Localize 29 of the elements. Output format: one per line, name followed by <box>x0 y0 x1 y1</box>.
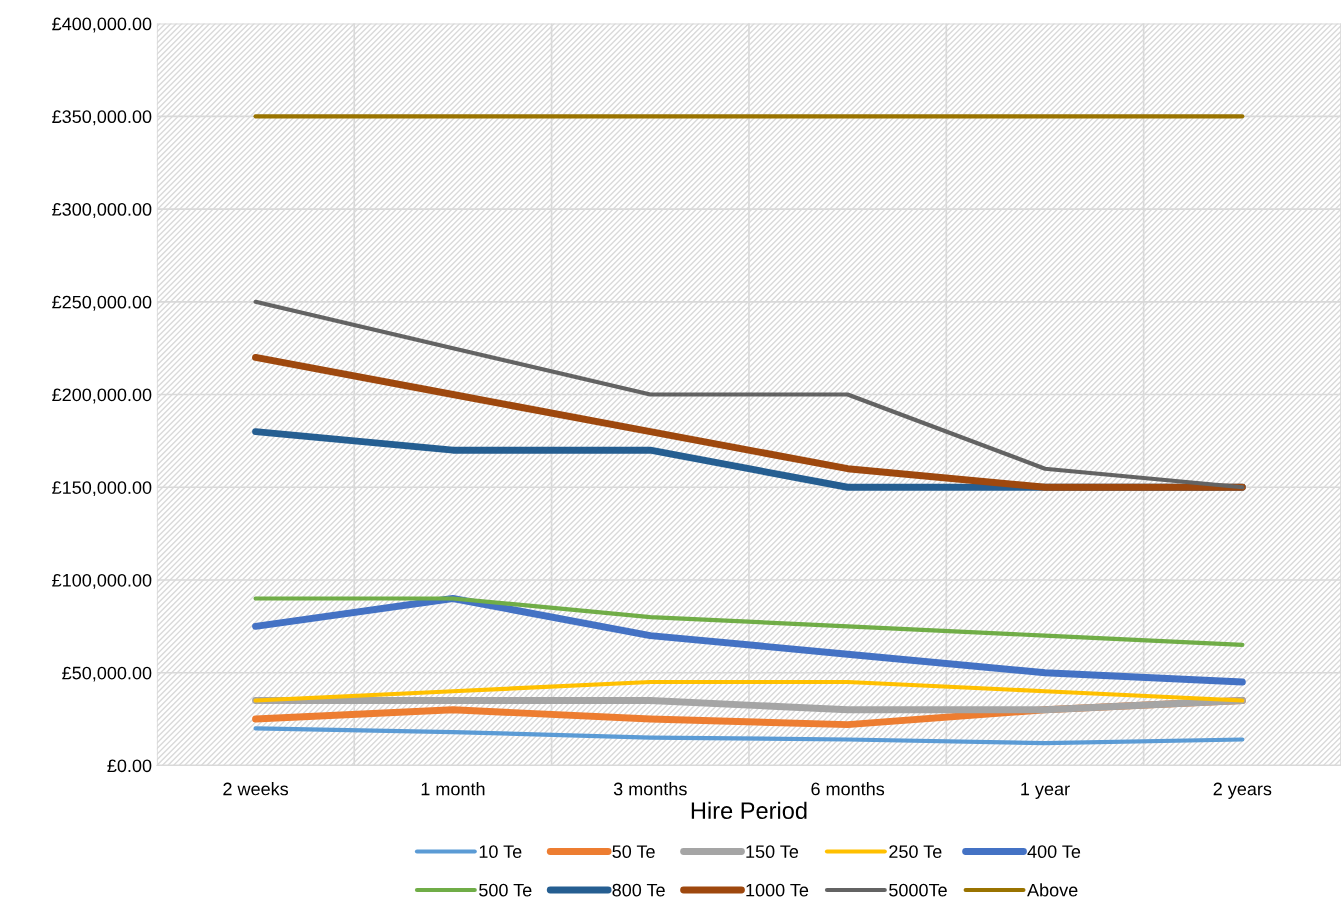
y-tick-label: £0.00 <box>107 759 152 773</box>
y-tick-label: £200,000.00 <box>52 388 152 404</box>
x-tick-label: 6 months <box>811 782 885 796</box>
legend-label: 5000Te <box>889 883 947 897</box>
x-tick-label: 3 months <box>613 782 687 796</box>
legend-label: 10 Te <box>479 845 522 859</box>
y-tick-label: £350,000.00 <box>52 110 152 126</box>
y-tick-label: £100,000.00 <box>52 573 152 589</box>
y-tick-label: £250,000.00 <box>52 295 152 311</box>
legend-label: 500 Te <box>479 883 532 897</box>
line-series <box>253 726 1245 746</box>
line-series <box>253 596 1245 647</box>
legend-label: 150 Te <box>746 845 799 859</box>
x-tick-label: 1 year <box>1021 782 1070 799</box>
x-axis-title: Hire Period <box>691 801 807 820</box>
legend-label: 1000 Te <box>746 883 809 897</box>
legend-label: 400 Te <box>1027 845 1081 859</box>
legend-label: Above <box>1027 883 1078 897</box>
y-tick-label: £300,000.00 <box>52 203 152 218</box>
x-tick-label: 2 weeks <box>223 782 289 796</box>
line-series <box>253 299 1245 490</box>
legend-label: 250 Te <box>889 845 942 859</box>
y-tick-label: £400,000.00 <box>52 17 152 33</box>
y-tick-label: £50,000.00 <box>62 666 152 682</box>
x-tick-label: 2 years <box>1213 782 1272 799</box>
legend-label: 50 Te <box>612 845 655 859</box>
y-tick-label: £150,000.00 <box>52 481 152 497</box>
x-tick-label: 1 month <box>421 782 485 796</box>
legend-label: 800 Te <box>612 883 665 897</box>
